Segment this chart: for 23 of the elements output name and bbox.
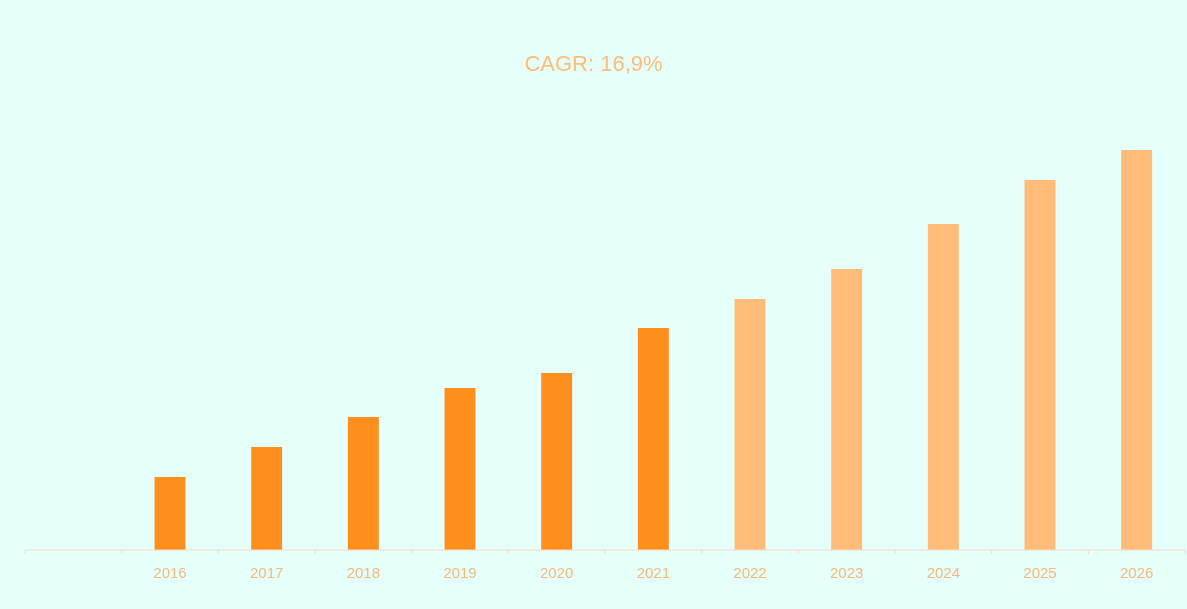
bar — [251, 447, 283, 550]
x-tick-label: 2023 — [829, 564, 864, 581]
x-tick-label: 2018 — [346, 564, 381, 581]
bar — [1024, 180, 1056, 550]
x-tick-label: 2025 — [1023, 564, 1057, 581]
bar — [541, 373, 573, 550]
bar — [831, 269, 863, 550]
bar — [927, 224, 959, 550]
bar — [734, 299, 766, 550]
x-tick-label: 2021 — [636, 564, 671, 581]
x-tick-label: 2024 — [926, 564, 961, 581]
x-tick-label: 2017 — [249, 564, 284, 581]
x-tick-label: 2016 — [153, 564, 187, 581]
x-tick-label: 2020 — [539, 564, 574, 581]
x-tick-label: 2026 — [1119, 564, 1154, 581]
bar — [347, 417, 379, 550]
bar — [1121, 150, 1153, 550]
bar — [154, 477, 186, 550]
chart-title: CAGR: 16,9% — [524, 51, 663, 76]
bar — [637, 328, 669, 550]
x-tick-label: 2022 — [733, 564, 767, 581]
x-tick-label: 2019 — [443, 564, 477, 581]
bar — [444, 388, 476, 550]
